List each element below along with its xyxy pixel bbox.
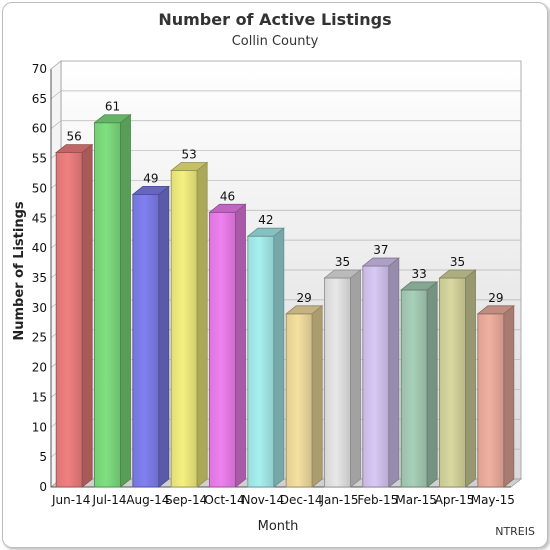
- bar: [93, 113, 132, 488]
- data-label: 61: [105, 100, 120, 114]
- x-tick-label: Jan-15: [319, 493, 358, 507]
- bar: [246, 227, 285, 488]
- data-label: 37: [373, 243, 388, 257]
- x-tick-label: May-15: [471, 493, 515, 507]
- y-tick-label: 25: [32, 331, 47, 345]
- data-label: 33: [412, 267, 427, 281]
- x-tick-label: Dec-14: [280, 493, 323, 507]
- data-label: 56: [67, 130, 82, 144]
- bars: [55, 113, 515, 488]
- chart-subtitle: Collin County: [231, 34, 319, 49]
- y-tick-label: 60: [32, 122, 47, 136]
- bar-front: [362, 265, 390, 488]
- gridline-side: [50, 120, 62, 129]
- bar: [208, 203, 247, 488]
- x-tick-label: Feb-15: [357, 493, 398, 507]
- data-label: 35: [450, 255, 465, 269]
- bar: [361, 257, 400, 488]
- gridline-side: [50, 90, 62, 100]
- bar-front: [132, 193, 160, 488]
- bar: [131, 185, 170, 488]
- y-tick-label: 10: [32, 420, 47, 434]
- y-tick-label: 30: [32, 301, 47, 315]
- labels: 56 Jun-14 61 Jul-14 49 Aug-14 53 Sep-14 46 Oct-14…: [51, 100, 515, 507]
- x-tick-label: Aug-14: [126, 493, 169, 507]
- x-tick-label: Apr-15: [435, 493, 475, 507]
- data-label: 29: [488, 291, 503, 305]
- x-tick-label: Jul-14: [91, 493, 126, 507]
- bar: [400, 281, 439, 488]
- source-label: NTREIS: [495, 525, 535, 538]
- bar-side: [235, 203, 246, 488]
- bar-front: [94, 122, 121, 488]
- data-label: 46: [220, 189, 235, 203]
- y-tick-label: 35: [32, 271, 47, 285]
- y-tick-label: 20: [32, 361, 47, 375]
- bar-side: [350, 269, 361, 488]
- bar-front: [477, 313, 505, 488]
- data-label: 29: [297, 291, 312, 305]
- chart-title: Number of Active Listings: [158, 10, 392, 29]
- x-axis-title: Month: [258, 519, 299, 534]
- bar-front: [285, 313, 313, 488]
- bar: [285, 304, 324, 488]
- bar-front: [439, 277, 466, 488]
- bar: [170, 161, 209, 488]
- bar-side: [158, 185, 170, 488]
- bar: [323, 269, 362, 488]
- gridline-side: [50, 60, 62, 70]
- y-tick-label: 55: [32, 152, 47, 166]
- data-label: 49: [143, 171, 158, 185]
- x-tick-label: Sep-14: [165, 493, 207, 507]
- bar-front: [170, 170, 198, 488]
- bar-side: [465, 269, 476, 488]
- bar-side: [81, 143, 93, 488]
- bar-side: [503, 304, 515, 488]
- bar-front: [247, 235, 275, 488]
- bar-side: [120, 113, 131, 488]
- y-tick-label: 40: [32, 241, 47, 255]
- x-tick-label: Nov-14: [241, 493, 284, 507]
- x-tick-label: Mar-15: [395, 493, 436, 507]
- bar-side: [273, 227, 285, 488]
- data-label: 42: [258, 213, 273, 227]
- y-tick-label: 0: [39, 480, 47, 494]
- x-tick-label: Jun-14: [51, 493, 90, 507]
- bar-side: [311, 304, 323, 488]
- y-axis-title: Number of Listings: [12, 201, 27, 341]
- bar-front: [55, 152, 83, 488]
- y-tick-label: 5: [39, 450, 47, 464]
- bar: [438, 269, 477, 488]
- bar-side: [196, 161, 208, 488]
- bar-chart: 0 5 10 15 20 25 30 35 40 45 50 55 60 65 70 56 Jun-14 61 J…: [12, 60, 523, 534]
- y-tick-label: 50: [32, 181, 47, 195]
- bar: [476, 304, 515, 488]
- axes: 0 5 10 15 20 25 30 35 40 45 50 55 60 65 70: [32, 62, 511, 494]
- bar-side: [426, 281, 438, 488]
- data-label: 53: [182, 148, 197, 162]
- y-tick-label: 15: [32, 390, 47, 404]
- bar-front: [400, 289, 428, 488]
- bar-front: [209, 211, 236, 488]
- bar-front: [324, 277, 351, 488]
- y-tick-label: 65: [32, 92, 47, 106]
- bar: [55, 143, 94, 488]
- y-tick-label: 45: [32, 211, 47, 225]
- x-tick-label: Oct-14: [204, 493, 244, 507]
- bar-side: [388, 257, 400, 488]
- data-label: 35: [335, 255, 350, 269]
- y-tick-label: 70: [32, 62, 47, 76]
